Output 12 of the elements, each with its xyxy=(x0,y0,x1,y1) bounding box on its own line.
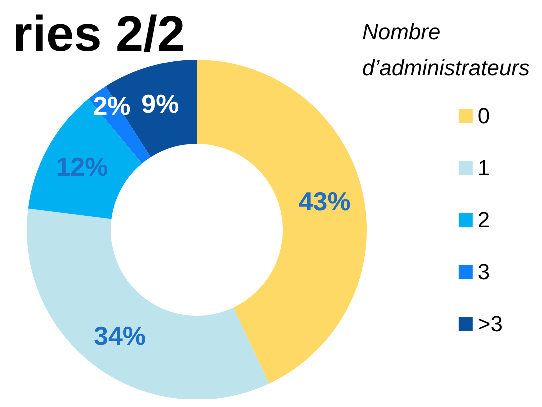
legend-label: 2 xyxy=(478,208,490,232)
legend-label: 3 xyxy=(478,260,490,284)
data-label: 12% xyxy=(56,152,108,182)
chart-title: ries 2/2 xyxy=(13,6,186,62)
legend-label: 0 xyxy=(478,104,490,128)
data-label: 34% xyxy=(94,320,146,351)
data-label: 9% xyxy=(142,89,180,120)
data-label: 2% xyxy=(93,91,131,122)
legend-title: Nombre d’administrateurs xyxy=(362,20,530,80)
legend-label: 1 xyxy=(478,156,490,180)
data-label: 43% xyxy=(298,186,351,216)
legend-label: >3 xyxy=(478,312,504,336)
